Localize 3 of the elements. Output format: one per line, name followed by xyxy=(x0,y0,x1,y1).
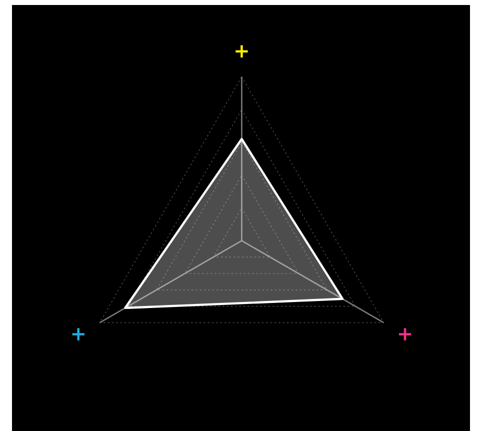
spoke-label: + xyxy=(398,328,412,340)
spoke-label: + xyxy=(236,45,248,58)
spoke-label: + xyxy=(72,328,84,340)
